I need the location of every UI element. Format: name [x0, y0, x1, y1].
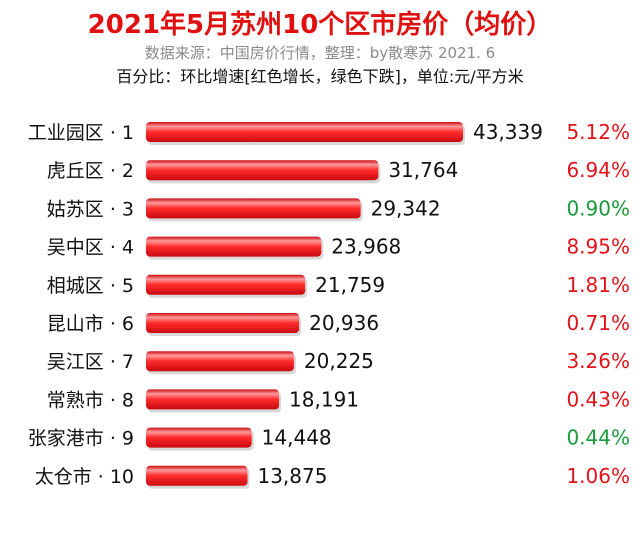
category-label: 姑苏区 · 3	[47, 198, 134, 220]
bar	[146, 122, 463, 142]
bar	[146, 160, 379, 181]
growth-label: 1.81%	[566, 273, 630, 297]
value-label: 43,339	[473, 120, 543, 144]
category-label: 昆山市 · 6	[47, 313, 134, 335]
bars-layer: 工业园区 · 1 43,339 5.12% 虎丘区 · 2 31,764 6.94% 姑苏区…	[28, 120, 630, 489]
value-label: 21,759	[315, 273, 385, 297]
category-label: 相城区 · 5	[47, 275, 134, 297]
bar	[146, 427, 252, 448]
value-label: 23,968	[331, 235, 401, 259]
category-label: 常熟市 · 8	[47, 389, 134, 411]
bar	[146, 236, 322, 257]
growth-label: 0.71%	[566, 311, 630, 335]
value-label: 20,225	[304, 349, 374, 373]
value-label: 31,764	[388, 158, 458, 182]
chart-note: 百分比：环比增速[红色增长，绿色下跌]，单位:元/平方米	[116, 67, 524, 86]
growth-label: 0.43%	[566, 387, 630, 411]
value-label: 20,936	[309, 311, 379, 335]
bar	[146, 351, 294, 372]
category-label: 吴中区 · 4	[47, 237, 134, 259]
growth-label: 8.95%	[566, 235, 630, 259]
category-label: 吴江区 · 7	[47, 351, 134, 373]
category-label: 太仓市 · 10	[35, 466, 134, 488]
bar	[146, 465, 248, 486]
category-label: 工业园区 · 1	[28, 122, 134, 144]
category-label: 张家港市 · 9	[28, 428, 134, 450]
bar	[146, 274, 306, 295]
growth-label: 6.94%	[566, 158, 630, 182]
chart-source: 数据来源：中国房价行情，整理：by散寒苏 2021. 6	[144, 44, 496, 62]
growth-label: 0.90%	[566, 196, 630, 220]
bar	[146, 198, 361, 219]
growth-label: 3.26%	[566, 349, 630, 373]
value-label: 29,342	[371, 196, 441, 220]
bar	[146, 389, 280, 410]
value-label: 18,191	[289, 387, 359, 411]
growth-label: 5.12%	[566, 120, 630, 144]
value-label: 14,448	[262, 426, 332, 450]
category-label: 虎丘区 · 2	[47, 160, 134, 182]
growth-label: 0.44%	[566, 426, 630, 450]
chart-title: 2021年5月苏州10个区市房价（均价）	[87, 10, 553, 40]
bar	[146, 313, 300, 333]
value-label: 13,875	[257, 464, 327, 488]
growth-label: 1.06%	[566, 464, 630, 488]
